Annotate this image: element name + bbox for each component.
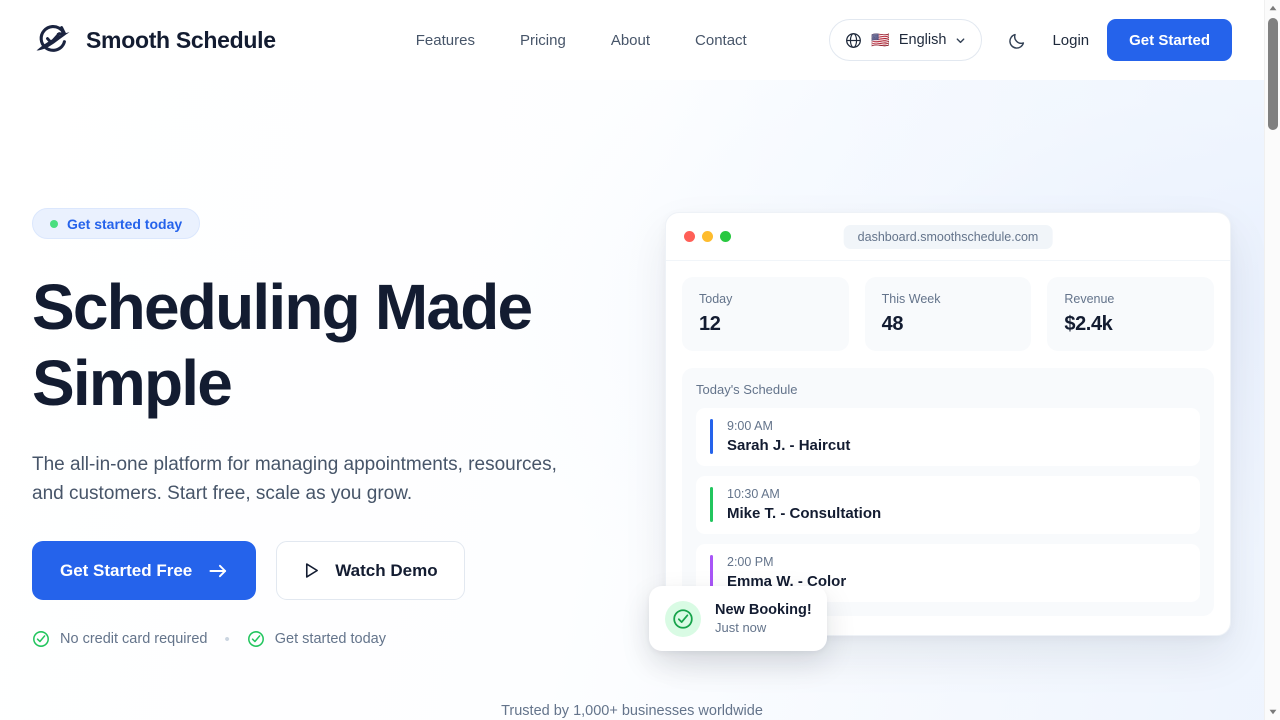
stats-row: Today 12 This Week 48 Revenue $2.4k [682,277,1215,351]
appointment-time: 2:00 PM [727,555,774,569]
appointment-name: Mike T. - Consultation [727,505,882,522]
appointment-color-bar [710,487,713,522]
trust-indicators: No credit card required • Get started to… [32,630,632,648]
traffic-lights [684,231,731,242]
stat-value: $2.4k [1064,313,1113,335]
nav-item-contact[interactable]: Contact [695,31,747,49]
hero-cta-row: Get Started Free Watch Demo [32,541,632,600]
check-circle-icon [33,631,49,647]
moon-icon [1009,33,1025,49]
stat-label: Revenue [1064,292,1115,306]
appointment-row[interactable]: 10:30 AM Mike T. - Consultation [696,476,1200,534]
appointment-name: Sarah J. - Haircut [727,437,851,454]
toast-body: New Booking! Just now [715,602,812,635]
appointment-time: 9:00 AM [727,419,773,433]
appointment-name: Emma W. - Color [727,573,847,590]
schedule-title: Today's Schedule [696,382,798,397]
globe-icon [846,32,862,48]
appointment-row[interactable]: 9:00 AM Sarah J. - Haircut [696,408,1200,466]
stat-label: This Week [881,292,941,306]
url-bar[interactable]: dashboard.smoothschedule.com [843,224,1053,249]
trust-separator: • [224,630,230,648]
stat-card-today: Today 12 [682,277,849,351]
swoosh-check-logo [36,25,70,52]
trust-label: Get started today [274,631,386,647]
hero-subtitle: The all-in-one platform for managing app… [32,454,557,504]
trust-item-get-started-today: Get started today [247,630,386,648]
hero-badge-label: Get started today [67,215,183,232]
stat-value: 12 [699,313,721,335]
nav-item-pricing[interactable]: Pricing [519,31,566,49]
chevron-down-icon [957,37,965,43]
brand[interactable]: Smooth Schedule [32,20,276,60]
minimize-window-dot-icon[interactable] [702,231,713,242]
scrollbar-thumb[interactable] [1268,18,1278,130]
language-label: English [898,32,947,48]
page-title: Scheduling Made Simple [32,271,533,419]
trust-item-no-credit-card: No credit card required [32,630,208,648]
stat-label: Today [699,292,733,306]
new-booking-toast[interactable]: New Booking! Just now [649,586,827,651]
theme-toggle-button[interactable] [1000,23,1034,57]
login-link[interactable]: Login [1052,31,1090,49]
site-header: Smooth Schedule Features Pricing About C… [0,0,1264,80]
play-icon [306,563,319,578]
todays-schedule-panel: Today's Schedule 9:00 AM Sarah J. - Hair… [682,368,1214,616]
brand-name: Smooth Schedule [86,26,276,53]
get-started-button[interactable]: Get Started [1107,19,1232,61]
hero-content: Get started today Scheduling Made Simple… [32,208,632,648]
scroll-down-arrow-icon[interactable] [1265,704,1280,720]
trust-label: No credit card required [60,631,208,647]
appointment-time: 10:30 AM [727,487,780,501]
language-selector[interactable]: 🇺🇸 English [829,19,983,61]
check-circle-icon [673,608,693,629]
close-window-dot-icon[interactable] [684,231,695,242]
page-scrollbar[interactable] [1264,0,1280,720]
main-nav: Features Pricing About Contact [416,32,747,49]
header-actions: 🇺🇸 English Login Get Started [829,19,1232,61]
appointment-color-bar [710,555,713,590]
hero-badge[interactable]: Get started today [32,208,201,239]
get-started-free-label: Get Started Free [60,560,193,580]
toast-title: New Booking! [715,602,812,618]
toast-icon-wrapper [665,600,701,637]
dashboard-body: Today 12 This Week 48 Revenue $2.4k Toda… [666,261,1230,632]
get-started-free-button[interactable]: Get Started Free [32,541,257,600]
trusted-by-text: Trusted by 1,000+ businesses worldwide [501,703,763,719]
stat-value: 48 [881,313,904,335]
status-dot-icon [50,219,58,228]
appointment-color-bar [710,419,713,454]
dashboard-preview: dashboard.smoothschedule.com Today 12 Th… [665,212,1231,636]
watch-demo-label: Watch Demo [335,560,438,580]
flag-icon: 🇺🇸 [871,31,890,49]
stat-card-this-week: This Week 48 [864,277,1032,351]
check-circle-icon [247,631,264,647]
browser-chrome: dashboard.smoothschedule.com [666,213,1230,261]
stat-card-revenue: Revenue $2.4k [1047,277,1215,351]
arrow-right-icon [209,564,227,577]
nav-item-features[interactable]: Features [415,31,475,49]
maximize-window-dot-icon[interactable] [720,231,731,242]
nav-item-about[interactable]: About [610,31,651,49]
watch-demo-button[interactable]: Watch Demo [276,541,465,600]
toast-subtitle: Just now [715,620,767,635]
scroll-up-arrow-icon[interactable] [1265,0,1280,16]
